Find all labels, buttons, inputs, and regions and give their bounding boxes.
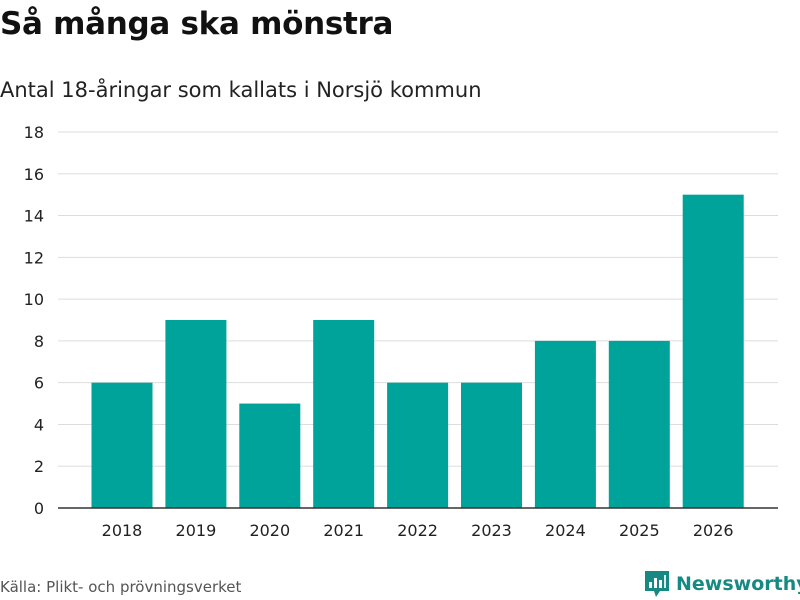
chart-subtitle: Antal 18-åringar som kallats i Norsjö ko…: [0, 78, 482, 102]
source-note: Källa: Plikt- och prövningsverket: [0, 578, 242, 596]
x-tick-label-2023: 2023: [471, 521, 512, 540]
y-tick-label-2: 2: [34, 457, 44, 476]
x-tick-label-2021: 2021: [323, 521, 364, 540]
y-tick-label-16: 16: [24, 165, 44, 184]
brand-name: Newsworthy: [676, 573, 800, 595]
bar-2018: [91, 382, 153, 508]
y-tick-label-14: 14: [24, 207, 44, 226]
x-tick-label-2019: 2019: [176, 521, 217, 540]
x-tick-label-2022: 2022: [397, 521, 438, 540]
y-tick-label-18: 18: [24, 123, 44, 142]
y-tick-label-10: 10: [24, 290, 44, 309]
bar-2026: [682, 194, 744, 508]
x-tick-label-2020: 2020: [249, 521, 290, 540]
bar-2022: [387, 382, 449, 508]
x-tick-label-2025: 2025: [619, 521, 660, 540]
y-tick-label-12: 12: [24, 248, 44, 267]
brand-logo[interactable]: Newsworthy: [644, 568, 800, 600]
y-tick-label-0: 0: [34, 499, 44, 518]
x-tick-label-2018: 2018: [102, 521, 143, 540]
newsworthy-logo-icon: [645, 571, 669, 597]
bar-2020: [239, 403, 301, 508]
x-tick-label-2026: 2026: [693, 521, 734, 540]
y-tick-label-6: 6: [34, 374, 44, 393]
bar-2019: [165, 320, 227, 508]
y-tick-label-4: 4: [34, 415, 44, 434]
bar-2025: [608, 340, 670, 508]
bar-2024: [534, 340, 596, 508]
y-tick-label-8: 8: [34, 332, 44, 351]
chart-title: Så många ska mönstra: [0, 6, 394, 42]
x-tick-label-2024: 2024: [545, 521, 586, 540]
bar-2021: [313, 320, 375, 508]
bar-2023: [461, 382, 522, 508]
